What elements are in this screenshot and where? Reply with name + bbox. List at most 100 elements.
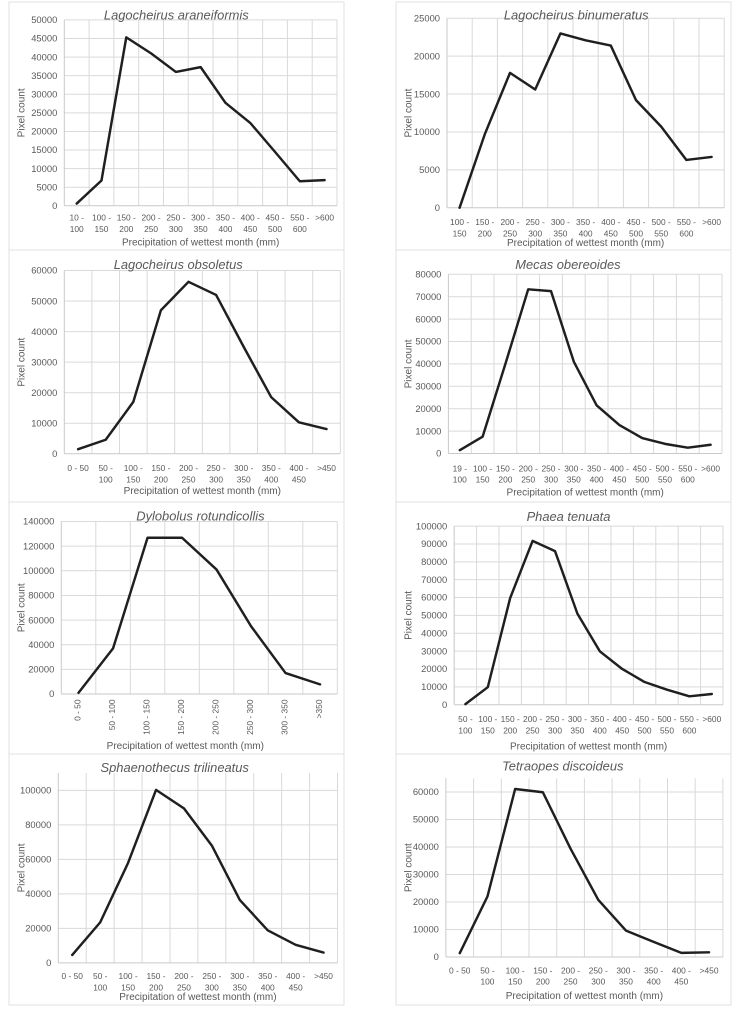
svg-text:600: 600 — [681, 475, 695, 485]
svg-text:600: 600 — [682, 726, 696, 736]
svg-text:150 -: 150 - — [496, 464, 515, 474]
svg-text:400 -: 400 - — [289, 463, 308, 473]
svg-text:200: 200 — [498, 475, 512, 485]
svg-text:100: 100 — [458, 726, 472, 736]
svg-text:20000: 20000 — [415, 403, 441, 414]
svg-text:Lagocheirus obsoletus: Lagocheirus obsoletus — [114, 257, 244, 272]
svg-text:Tetraopes discoideus: Tetraopes discoideus — [502, 758, 624, 773]
svg-text:Precipitation of wettest month: Precipitation of wettest month (mm) — [107, 741, 264, 752]
svg-text:100: 100 — [480, 977, 494, 987]
svg-text:Lagocheirus binumeratus: Lagocheirus binumeratus — [504, 7, 649, 22]
svg-text:Pixel count: Pixel count — [404, 843, 415, 892]
svg-text:30000: 30000 — [31, 356, 57, 367]
svg-text:0 - 50: 0 - 50 — [73, 699, 83, 721]
svg-text:200 -: 200 - — [561, 965, 580, 975]
svg-text:10000: 10000 — [421, 681, 447, 692]
svg-text:Precipitation of wettest month: Precipitation of wettest month (mm) — [124, 486, 281, 497]
svg-text:Pixel count: Pixel count — [404, 339, 415, 388]
svg-text:100: 100 — [99, 475, 113, 485]
svg-text:60000: 60000 — [421, 592, 447, 603]
svg-text:200: 200 — [149, 983, 163, 993]
svg-text:0: 0 — [435, 202, 440, 213]
svg-text:15000: 15000 — [414, 88, 440, 99]
svg-text:50000: 50000 — [415, 336, 441, 347]
svg-text:150 -: 150 - — [501, 714, 520, 724]
svg-text:350 -: 350 - — [216, 213, 235, 223]
svg-text:400 -: 400 - — [286, 971, 305, 981]
svg-text:100: 100 — [453, 475, 467, 485]
svg-text:300 - 350: 300 - 350 — [280, 699, 290, 735]
svg-text:250 -: 250 - — [166, 213, 185, 223]
svg-text:400 -: 400 - — [241, 213, 260, 223]
svg-text:150 - 200: 150 - 200 — [176, 699, 186, 735]
svg-text:350: 350 — [233, 983, 247, 993]
svg-text:500 -: 500 - — [652, 217, 671, 227]
svg-text:350: 350 — [194, 224, 208, 234]
svg-text:50000: 50000 — [421, 610, 447, 621]
svg-text:300: 300 — [528, 229, 542, 239]
svg-text:450: 450 — [289, 983, 303, 993]
svg-text:400: 400 — [590, 475, 604, 485]
svg-text:450: 450 — [292, 475, 306, 485]
svg-text:300: 300 — [205, 983, 219, 993]
svg-text:200 -: 200 - — [500, 217, 519, 227]
svg-text:80000: 80000 — [28, 590, 54, 601]
svg-text:100: 100 — [70, 224, 84, 234]
svg-text:Dylobolus rotundicollis: Dylobolus rotundicollis — [136, 508, 265, 523]
svg-text:150: 150 — [476, 475, 490, 485]
svg-text:Precipitation of wettest month: Precipitation of wettest month (mm) — [119, 992, 276, 1003]
svg-text:>600: >600 — [701, 464, 720, 474]
svg-text:35000: 35000 — [31, 70, 57, 81]
svg-text:0: 0 — [46, 957, 51, 968]
svg-text:10000: 10000 — [414, 126, 440, 137]
svg-text:450: 450 — [615, 726, 629, 736]
svg-text:Pixel count: Pixel count — [17, 843, 28, 892]
svg-text:250: 250 — [144, 224, 158, 234]
svg-text:400 -: 400 - — [613, 714, 632, 724]
svg-text:100 -: 100 - — [450, 217, 469, 227]
svg-text:250: 250 — [177, 983, 191, 993]
svg-text:300: 300 — [591, 977, 605, 987]
svg-text:600: 600 — [293, 224, 307, 234]
svg-text:350: 350 — [567, 475, 581, 485]
svg-text:300 -: 300 - — [551, 217, 570, 227]
svg-text:350 -: 350 - — [590, 714, 609, 724]
svg-text:350: 350 — [619, 977, 633, 987]
svg-text:450: 450 — [612, 475, 626, 485]
svg-text:350: 350 — [570, 726, 584, 736]
svg-text:450: 450 — [604, 229, 618, 239]
svg-text:70000: 70000 — [421, 574, 447, 585]
svg-text:70000: 70000 — [415, 291, 441, 302]
svg-text:60000: 60000 — [31, 265, 57, 276]
svg-text:400 -: 400 - — [601, 217, 620, 227]
svg-text:200 -: 200 - — [523, 714, 542, 724]
svg-text:50000: 50000 — [31, 14, 57, 25]
svg-text:550: 550 — [660, 726, 674, 736]
svg-text:250: 250 — [182, 475, 196, 485]
svg-text:40000: 40000 — [25, 888, 51, 899]
svg-text:250 -: 250 - — [541, 464, 560, 474]
svg-text:200: 200 — [478, 229, 492, 239]
svg-text:500: 500 — [635, 475, 649, 485]
svg-text:550 -: 550 - — [677, 217, 696, 227]
svg-text:450 -: 450 - — [633, 464, 652, 474]
svg-text:120000: 120000 — [23, 540, 54, 551]
svg-text:350: 350 — [237, 475, 251, 485]
svg-text:300 -: 300 - — [564, 464, 583, 474]
svg-text:Pixel count: Pixel count — [404, 591, 415, 640]
svg-text:60000: 60000 — [415, 313, 441, 324]
svg-text:100000: 100000 — [20, 785, 51, 796]
svg-text:5000: 5000 — [36, 181, 57, 192]
svg-text:250: 250 — [521, 475, 535, 485]
svg-text:20000: 20000 — [414, 50, 440, 61]
svg-text:450: 450 — [674, 977, 688, 987]
svg-text:50 -: 50 - — [98, 463, 113, 473]
svg-text:200 -: 200 - — [142, 213, 161, 223]
svg-text:150: 150 — [453, 229, 467, 239]
svg-text:140000: 140000 — [23, 516, 54, 527]
svg-text:50 -: 50 - — [480, 965, 495, 975]
svg-text:Phaea tenuata: Phaea tenuata — [527, 509, 611, 524]
svg-text:200: 200 — [536, 977, 550, 987]
svg-text:60000: 60000 — [413, 786, 439, 797]
svg-text:200 - 250: 200 - 250 — [211, 699, 221, 735]
